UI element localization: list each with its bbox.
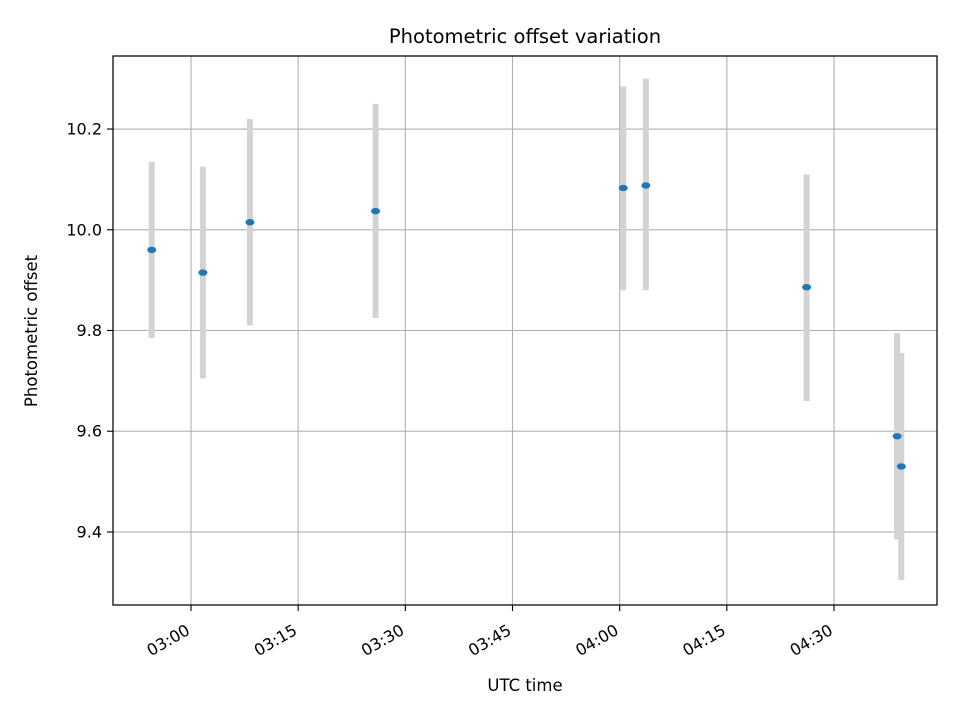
data-point	[802, 283, 812, 291]
x-axis-label: UTC time	[487, 676, 562, 695]
data-point	[147, 246, 157, 254]
data-point	[245, 219, 255, 226]
data-point	[618, 184, 628, 192]
y-tick-label: 10.2	[66, 120, 102, 139]
y-tick-label: 9.4	[77, 522, 102, 541]
data-point	[198, 269, 208, 276]
y-tick-label: 9.6	[77, 422, 102, 441]
data-point	[371, 207, 381, 215]
y-tick-label: 9.8	[77, 321, 102, 340]
y-axis-ticks: 9.4 9.6 9.8 10.0 10.2	[66, 120, 113, 541]
y-tick-label: 10.0	[66, 220, 102, 239]
data-point	[892, 433, 902, 440]
data-points	[147, 182, 906, 470]
data-point	[896, 463, 906, 470]
chart-title: Photometric offset variation	[389, 25, 661, 48]
y-axis-label: Photometric offset	[22, 254, 41, 407]
data-point	[641, 182, 651, 189]
